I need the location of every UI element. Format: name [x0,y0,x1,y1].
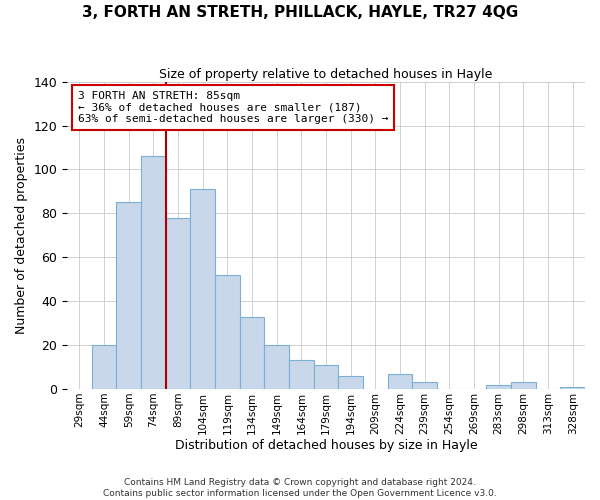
Bar [141,156,166,389]
Bar [190,189,215,389]
Text: Contains HM Land Registry data © Crown copyright and database right 2024.
Contai: Contains HM Land Registry data © Crown c… [103,478,497,498]
Bar [265,345,289,389]
Bar [560,387,585,389]
Bar [215,275,240,389]
Bar [338,376,363,389]
Bar [388,374,412,389]
Bar [92,345,116,389]
Bar [314,365,338,389]
Bar [511,382,536,389]
Y-axis label: Number of detached properties: Number of detached properties [15,137,28,334]
X-axis label: Distribution of detached houses by size in Hayle: Distribution of detached houses by size … [175,440,478,452]
Bar [116,202,141,389]
Bar [289,360,314,389]
Text: 3 FORTH AN STRETH: 85sqm
← 36% of detached houses are smaller (187)
63% of semi-: 3 FORTH AN STRETH: 85sqm ← 36% of detach… [77,91,388,124]
Bar [412,382,437,389]
Text: 3, FORTH AN STRETH, PHILLACK, HAYLE, TR27 4QG: 3, FORTH AN STRETH, PHILLACK, HAYLE, TR2… [82,5,518,20]
Bar [166,218,190,389]
Bar [487,384,511,389]
Bar [240,316,265,389]
Title: Size of property relative to detached houses in Hayle: Size of property relative to detached ho… [160,68,493,80]
